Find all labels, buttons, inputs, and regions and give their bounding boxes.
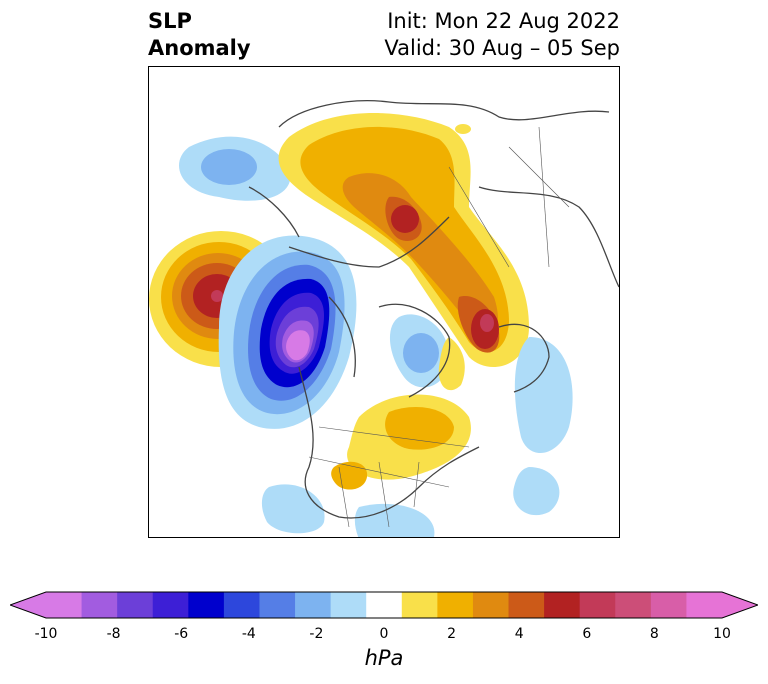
- colorbar-segment: [46, 592, 83, 618]
- colorbar-tick-label: -8: [106, 626, 121, 642]
- init-date: Init: Mon 22 Aug 2022: [387, 9, 620, 33]
- colorbar-segment: [544, 592, 581, 618]
- colorbar-outline: [10, 591, 758, 619]
- colorbar-segment: [615, 592, 652, 618]
- colorbar-segment: [686, 592, 723, 618]
- colorbar-tick-label: -6: [174, 626, 189, 642]
- colorbar-segment: [81, 592, 118, 618]
- colorbar-tick-label: 2: [447, 626, 457, 642]
- colorbar-segment: [223, 592, 260, 618]
- colorbar-segment: [401, 592, 438, 618]
- west-pacific-negative-anomaly: [179, 136, 291, 201]
- valid-range: Valid: 30 Aug – 05 Sep: [384, 36, 620, 60]
- eurasia-high-anomaly: [278, 113, 529, 367]
- colorbar-tick-label: 8: [649, 626, 659, 642]
- colorbar-segment: [152, 592, 189, 618]
- colorbar-unit: hPa: [364, 646, 404, 670]
- colorbar-segment: [650, 592, 687, 618]
- north-america-high-anomaly: [331, 337, 471, 490]
- colorbar-tick-label: -2: [309, 626, 324, 642]
- colorbar: [10, 591, 758, 619]
- colorbar-tick-label: -10: [34, 626, 58, 642]
- colorbar-extend-high: [722, 592, 758, 618]
- anomaly-map: [149, 100, 619, 537]
- title-variable: SLP: [148, 9, 192, 33]
- colorbar-segment: [259, 592, 296, 618]
- alaska-low-anomaly: [218, 235, 357, 429]
- colorbar-extend-low: [10, 592, 46, 618]
- colorbar-segment: [472, 592, 510, 618]
- colorbar-segment: [508, 592, 545, 618]
- colorbar-segments: [46, 592, 723, 618]
- colorbar-tick-label: -4: [241, 626, 256, 642]
- map-panel: [148, 66, 620, 538]
- colorbar-tick-label: 10: [713, 626, 731, 642]
- title-right: Init: Mon 22 Aug 2022 Valid: 30 Aug – 05…: [384, 8, 620, 62]
- colorbar-segment: [437, 592, 474, 618]
- political-borders: [308, 126, 570, 528]
- colorbar-segment: [330, 592, 367, 618]
- colorbar-segment: [579, 592, 616, 618]
- title-anomaly: Anomaly: [148, 36, 251, 60]
- colorbar-tick-label: 6: [582, 626, 592, 642]
- colorbar-segment: [295, 592, 332, 618]
- colorbar-tick-label: 4: [514, 626, 524, 642]
- title-left: SLP Anomaly: [148, 8, 251, 62]
- atlantic-negative-anomaly: [389, 314, 573, 516]
- colorbar-tick-label: 0: [379, 626, 389, 642]
- colorbar-segment: [188, 592, 225, 618]
- southern-negative-anomaly: [261, 484, 435, 537]
- colorbar-segment: [366, 592, 403, 618]
- coastlines: [248, 100, 619, 519]
- colorbar-segment: [117, 592, 154, 618]
